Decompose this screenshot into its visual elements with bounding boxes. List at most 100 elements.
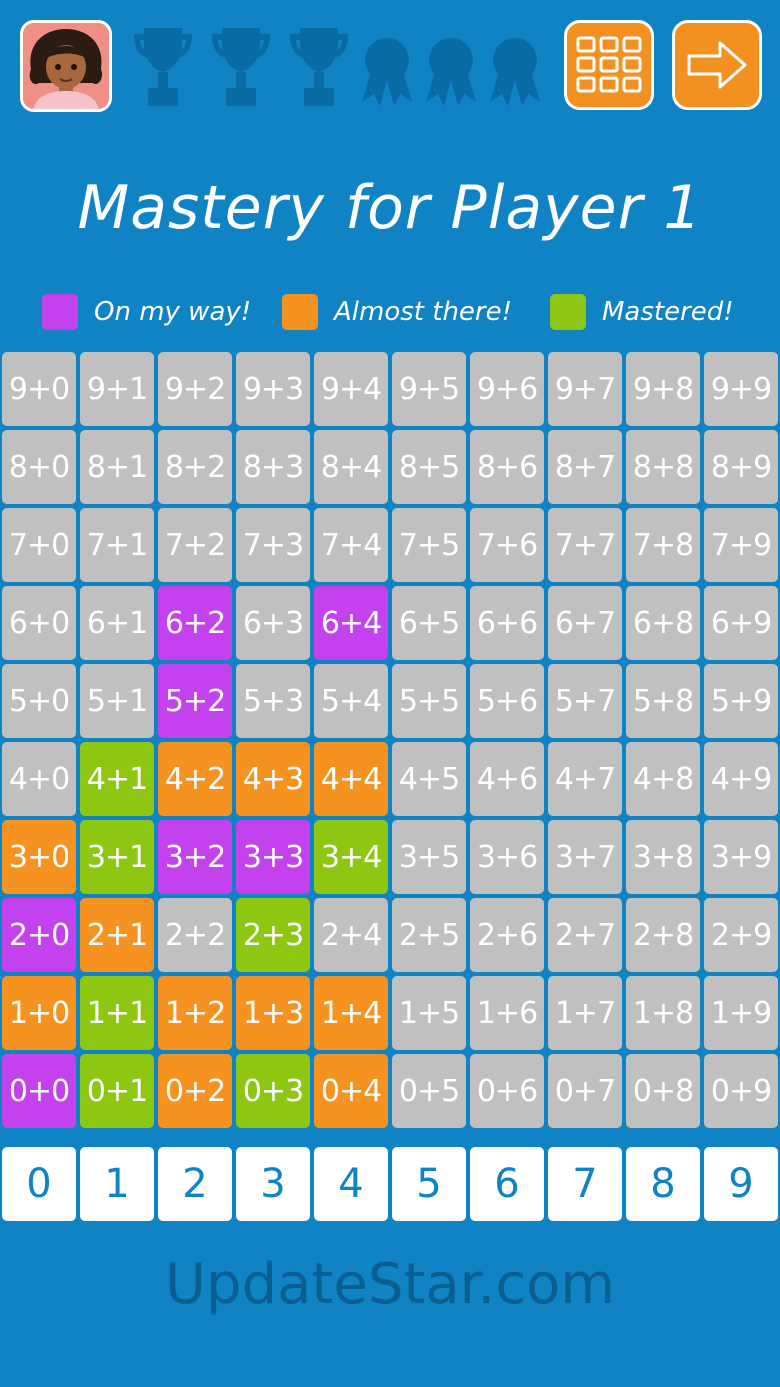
fact-cell[interactable]: 9+6 [470,352,544,426]
fact-cell[interactable]: 4+6 [470,742,544,816]
fact-cell[interactable]: 9+5 [392,352,466,426]
fact-cell[interactable]: 0+9 [704,1054,778,1128]
fact-cell[interactable]: 4+0 [2,742,76,816]
fact-cell[interactable]: 3+4 [314,820,388,894]
number-tile[interactable]: 8 [626,1147,700,1221]
fact-cell[interactable]: 7+0 [2,508,76,582]
fact-cell[interactable]: 6+7 [548,586,622,660]
fact-cell[interactable]: 5+6 [470,664,544,738]
number-tile[interactable]: 9 [704,1147,778,1221]
fact-cell[interactable]: 9+1 [80,352,154,426]
fact-cell[interactable]: 2+3 [236,898,310,972]
fact-cell[interactable]: 4+7 [548,742,622,816]
fact-cell[interactable]: 4+2 [158,742,232,816]
fact-cell[interactable]: 0+6 [470,1054,544,1128]
fact-cell[interactable]: 6+6 [470,586,544,660]
fact-cell[interactable]: 1+6 [470,976,544,1050]
number-tile[interactable]: 1 [80,1147,154,1221]
fact-cell[interactable]: 7+9 [704,508,778,582]
fact-cell[interactable]: 6+9 [704,586,778,660]
fact-cell[interactable]: 8+2 [158,430,232,504]
fact-cell[interactable]: 9+7 [548,352,622,426]
fact-cell[interactable]: 4+9 [704,742,778,816]
fact-cell[interactable]: 9+3 [236,352,310,426]
fact-cell[interactable]: 5+7 [548,664,622,738]
fact-cell[interactable]: 7+2 [158,508,232,582]
fact-cell[interactable]: 4+8 [626,742,700,816]
number-tile[interactable]: 5 [392,1147,466,1221]
fact-cell[interactable]: 1+2 [158,976,232,1050]
fact-cell[interactable]: 3+0 [2,820,76,894]
fact-cell[interactable]: 8+9 [704,430,778,504]
fact-cell[interactable]: 1+7 [548,976,622,1050]
fact-cell[interactable]: 8+4 [314,430,388,504]
fact-cell[interactable]: 5+0 [2,664,76,738]
fact-cell[interactable]: 3+7 [548,820,622,894]
fact-cell[interactable]: 2+9 [704,898,778,972]
fact-cell[interactable]: 8+7 [548,430,622,504]
fact-cell[interactable]: 0+7 [548,1054,622,1128]
fact-cell[interactable]: 1+0 [2,976,76,1050]
fact-cell[interactable]: 1+4 [314,976,388,1050]
fact-cell[interactable]: 5+4 [314,664,388,738]
number-tile[interactable]: 4 [314,1147,388,1221]
fact-cell[interactable]: 9+8 [626,352,700,426]
fact-cell[interactable]: 8+3 [236,430,310,504]
fact-cell[interactable]: 0+2 [158,1054,232,1128]
number-tile[interactable]: 0 [2,1147,76,1221]
fact-cell[interactable]: 7+6 [470,508,544,582]
fact-cell[interactable]: 8+6 [470,430,544,504]
grid-menu-button[interactable] [564,20,654,110]
fact-cell[interactable]: 5+9 [704,664,778,738]
fact-cell[interactable]: 4+5 [392,742,466,816]
fact-cell[interactable]: 5+1 [80,664,154,738]
fact-cell[interactable]: 7+1 [80,508,154,582]
number-tile[interactable]: 6 [470,1147,544,1221]
fact-cell[interactable]: 9+0 [2,352,76,426]
fact-cell[interactable]: 5+5 [392,664,466,738]
fact-cell[interactable]: 3+6 [470,820,544,894]
fact-cell[interactable]: 2+8 [626,898,700,972]
fact-cell[interactable]: 3+1 [80,820,154,894]
fact-cell[interactable]: 6+4 [314,586,388,660]
fact-cell[interactable]: 1+1 [80,976,154,1050]
fact-cell[interactable]: 6+2 [158,586,232,660]
fact-cell[interactable]: 6+1 [80,586,154,660]
fact-cell[interactable]: 0+1 [80,1054,154,1128]
fact-cell[interactable]: 4+4 [314,742,388,816]
fact-cell[interactable]: 1+3 [236,976,310,1050]
fact-cell[interactable]: 3+3 [236,820,310,894]
fact-cell[interactable]: 8+0 [2,430,76,504]
number-tile[interactable]: 3 [236,1147,310,1221]
fact-cell[interactable]: 8+8 [626,430,700,504]
fact-cell[interactable]: 2+6 [470,898,544,972]
fact-cell[interactable]: 9+9 [704,352,778,426]
number-tile[interactable]: 2 [158,1147,232,1221]
fact-cell[interactable]: 1+8 [626,976,700,1050]
fact-cell[interactable]: 6+0 [2,586,76,660]
fact-cell[interactable]: 2+4 [314,898,388,972]
fact-cell[interactable]: 7+4 [314,508,388,582]
number-tile[interactable]: 7 [548,1147,622,1221]
fact-cell[interactable]: 2+2 [158,898,232,972]
fact-cell[interactable]: 4+1 [80,742,154,816]
fact-cell[interactable]: 0+0 [2,1054,76,1128]
fact-cell[interactable]: 0+4 [314,1054,388,1128]
fact-cell[interactable]: 3+5 [392,820,466,894]
fact-cell[interactable]: 6+8 [626,586,700,660]
fact-cell[interactable]: 2+0 [2,898,76,972]
fact-cell[interactable]: 0+8 [626,1054,700,1128]
fact-cell[interactable]: 0+3 [236,1054,310,1128]
fact-cell[interactable]: 3+9 [704,820,778,894]
fact-cell[interactable]: 2+7 [548,898,622,972]
fact-cell[interactable]: 2+1 [80,898,154,972]
fact-cell[interactable]: 7+8 [626,508,700,582]
next-button[interactable] [672,20,762,110]
fact-cell[interactable]: 6+3 [236,586,310,660]
fact-cell[interactable]: 1+9 [704,976,778,1050]
fact-cell[interactable]: 5+2 [158,664,232,738]
fact-cell[interactable]: 9+2 [158,352,232,426]
fact-cell[interactable]: 9+4 [314,352,388,426]
fact-cell[interactable]: 3+2 [158,820,232,894]
fact-cell[interactable]: 1+5 [392,976,466,1050]
